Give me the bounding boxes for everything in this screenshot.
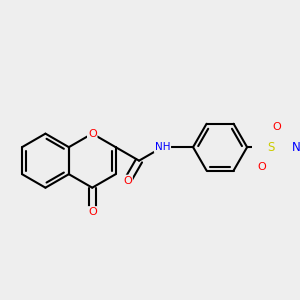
Text: S: S — [268, 141, 275, 154]
Text: O: O — [272, 122, 281, 132]
Text: NH: NH — [155, 142, 170, 152]
Text: O: O — [258, 162, 266, 172]
Text: O: O — [88, 207, 97, 217]
Text: N: N — [291, 141, 300, 154]
Text: O: O — [123, 176, 132, 186]
Text: O: O — [88, 129, 97, 139]
